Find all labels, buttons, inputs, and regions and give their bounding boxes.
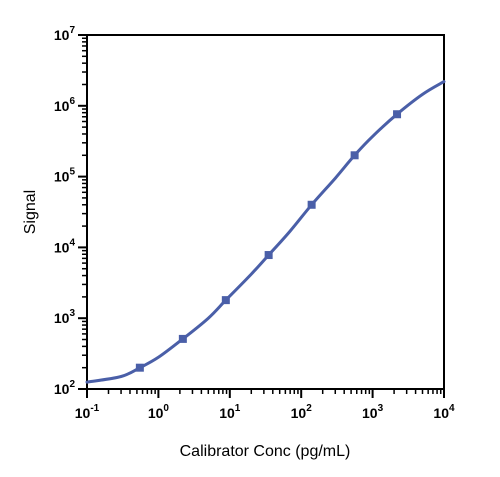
x-axis-title: Calibrator Conc (pg/mL) — [180, 443, 351, 460]
data-point — [393, 110, 402, 119]
y-tick-label: 106 — [54, 96, 76, 114]
y-tick-label: 103 — [54, 308, 76, 326]
plot-frame — [86, 34, 445, 390]
y-tick-label: 102 — [54, 379, 76, 397]
data-point — [350, 151, 359, 160]
data-point — [221, 296, 230, 305]
y-tick-label: 104 — [54, 237, 76, 255]
x-tick-label: 100 — [148, 403, 170, 421]
data-point — [264, 251, 273, 260]
data-point — [178, 334, 187, 343]
data-point — [135, 363, 144, 372]
x-tick-label: 104 — [433, 403, 455, 421]
y-tick-label: 105 — [54, 167, 76, 185]
x-tick-label: 10-1 — [75, 403, 100, 421]
x-tick-label: 101 — [219, 403, 241, 421]
x-tick-label: 103 — [362, 403, 384, 421]
data-points — [135, 110, 402, 372]
y-axis-title: Signal — [22, 190, 39, 234]
fit-curve — [85, 80, 446, 384]
y-tick-label: 107 — [54, 25, 76, 43]
data-point — [307, 200, 316, 209]
y-axis-ticks: 102 103 104 105 106 107 — [54, 25, 87, 397]
x-axis-ticks: 10-1 100 101 102 103 104 — [75, 389, 455, 421]
x-tick-label: 102 — [291, 403, 313, 421]
